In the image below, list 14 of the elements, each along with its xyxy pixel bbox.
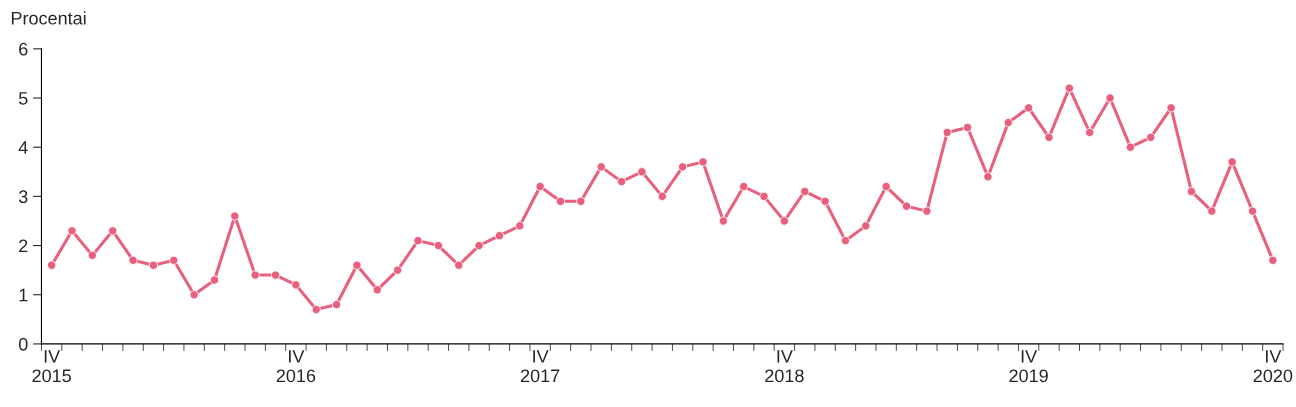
y-tick-label: 5 xyxy=(18,92,28,105)
x-tick-label: IV 2017 xyxy=(520,350,560,383)
y-tick-label: 6 xyxy=(19,42,28,56)
y-tick-label: 3 xyxy=(18,190,28,204)
y-tick-label: 4 xyxy=(18,141,28,154)
x-tick-label: IV 2015 xyxy=(32,350,71,383)
x-tick-label: IV 2016 xyxy=(276,350,316,383)
x-tick-label: IV 2019 xyxy=(1009,350,1048,383)
x-tick-label: IV 2020 xyxy=(1253,350,1293,383)
y-tick-label: 1 xyxy=(19,288,28,302)
y-tick-label: 0 xyxy=(18,337,28,351)
y-tick-label: 2 xyxy=(19,239,28,253)
y-axis-title: Procentai xyxy=(11,11,86,25)
x-tick-label: IV 2018 xyxy=(765,350,804,383)
